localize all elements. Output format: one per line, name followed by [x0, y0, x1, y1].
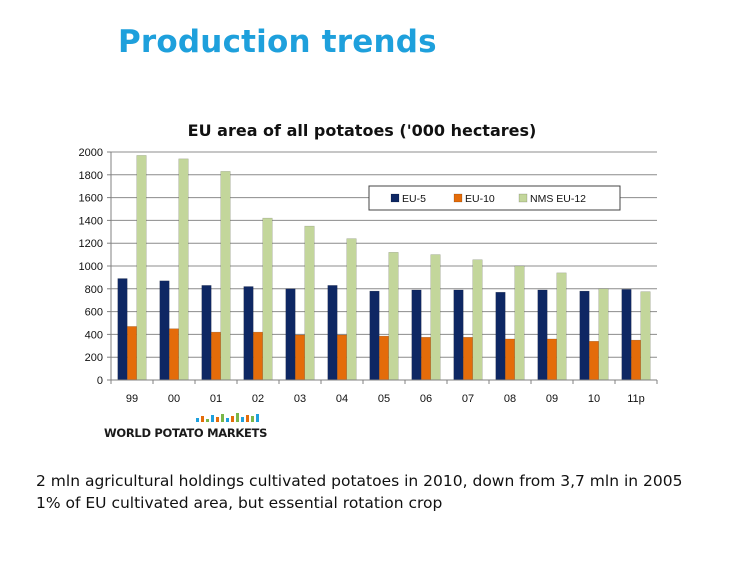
x-axis-ticks: 99 00 01 02 03 04 05 06 07 08 09 10 11p	[110, 380, 658, 405]
legend-label: EU-5	[402, 193, 426, 205]
x-tick-label: 02	[252, 393, 264, 405]
logo-text: WORLD POTATO MARKETS	[104, 426, 268, 440]
y-tick-label: 600	[85, 307, 103, 319]
slide-title: Production trends	[118, 24, 437, 60]
x-tick-label: 07	[462, 393, 474, 405]
legend-swatch	[518, 193, 528, 203]
bar-eu-5-07	[453, 289, 464, 381]
bar-eu-10-06	[421, 337, 431, 381]
bar-eu-5-11p	[621, 289, 632, 381]
x-tick-label: 06	[420, 393, 432, 405]
bar-eu-10-99	[127, 326, 137, 381]
legend-label: EU-10	[465, 193, 495, 205]
bar-eu-10-04	[337, 334, 347, 381]
y-axis-ticks: 0 200 400 600 800 1000 1200 1400 1600 1800 2000	[79, 147, 111, 387]
bar-eu-10-09	[547, 338, 557, 381]
x-tick-label: 03	[294, 393, 306, 405]
bar-nms-eu-12-02	[262, 217, 273, 381]
bar-eu-10-00	[169, 328, 179, 381]
y-tick-label: 800	[85, 284, 103, 296]
bar-eu-5-03	[285, 288, 296, 381]
bar-nms-eu-12-08	[514, 265, 525, 381]
x-tick-label: 11p	[627, 393, 645, 405]
bar-eu-10-02	[253, 331, 263, 381]
bar-eu-5-04	[327, 285, 338, 381]
bar-eu-5-10	[579, 290, 590, 381]
bar-eu-10-03	[295, 334, 305, 381]
gridlines	[111, 151, 657, 358]
y-tick-label: 2000	[79, 147, 103, 159]
x-tick-label: 10	[588, 393, 600, 405]
bar-nms-eu-12-11p	[640, 291, 651, 381]
legend-swatch	[453, 193, 463, 203]
y-tick-label: 200	[85, 352, 103, 364]
bar-nms-eu-12-09	[556, 272, 567, 381]
x-tick-label: 04	[336, 393, 348, 405]
x-tick-label: 00	[168, 393, 180, 405]
bar-nms-eu-12-01	[220, 171, 231, 381]
logo-bars-icon	[196, 412, 259, 422]
bar-nms-eu-12-00	[178, 158, 189, 381]
bar-nms-eu-12-05	[388, 252, 399, 381]
legend-box	[368, 185, 621, 211]
y-tick-label: 0	[97, 375, 103, 387]
bar-nms-eu-12-06	[430, 254, 441, 381]
chart-title: EU area of all potatoes ('000 hectares)	[188, 121, 537, 140]
y-tick-label: 1000	[79, 261, 103, 273]
y-tick-label: 1800	[79, 170, 103, 182]
bar-eu-5-08	[495, 291, 506, 381]
y-tick-label: 1200	[79, 238, 103, 250]
bar-eu-5-00	[159, 280, 170, 381]
bar-eu-10-10	[589, 340, 599, 381]
y-tick-label: 1600	[79, 193, 103, 205]
bar-eu-5-06	[411, 289, 422, 381]
bar-eu-5-99	[117, 278, 128, 381]
bar-nms-eu-12-07	[472, 259, 483, 381]
world-potato-markets-logo: WORLD POTATO MARKETS	[104, 412, 267, 440]
bar-eu-5-09	[537, 289, 548, 381]
bar-nms-eu-12-03	[304, 225, 315, 381]
y-tick-label: 400	[85, 329, 103, 341]
bar-eu-10-08	[505, 338, 515, 381]
bullet-list: 2 mln agricultural holdings cultivated p…	[36, 470, 682, 514]
x-tick-label: 01	[210, 393, 222, 405]
legend: EU-5 EU-10 NMS EU-12	[368, 185, 621, 211]
bullet-line: 1% of EU cultivated area, but essential …	[36, 494, 443, 512]
bar-eu-5-05	[369, 290, 380, 381]
bar-eu-5-02	[243, 286, 254, 381]
x-tick-label: 08	[504, 393, 516, 405]
x-tick-label: 05	[378, 393, 390, 405]
bar-eu-10-11p	[631, 339, 641, 381]
bar-nms-eu-12-10	[598, 288, 609, 381]
bar-eu-5-01	[201, 285, 212, 381]
bar-eu-10-05	[379, 335, 389, 381]
legend-label: NMS EU-12	[530, 193, 586, 205]
legend-swatch	[390, 193, 400, 203]
y-tick-label: 1400	[79, 215, 103, 227]
bar-eu-10-01	[211, 331, 221, 381]
bullet-line: 2 mln agricultural holdings cultivated p…	[36, 472, 683, 490]
x-tick-label: 09	[546, 393, 558, 405]
bar-eu-10-07	[463, 337, 473, 381]
bar-nms-eu-12-04	[346, 238, 357, 381]
bar-nms-eu-12-99	[136, 155, 147, 381]
x-tick-label: 99	[126, 393, 138, 405]
